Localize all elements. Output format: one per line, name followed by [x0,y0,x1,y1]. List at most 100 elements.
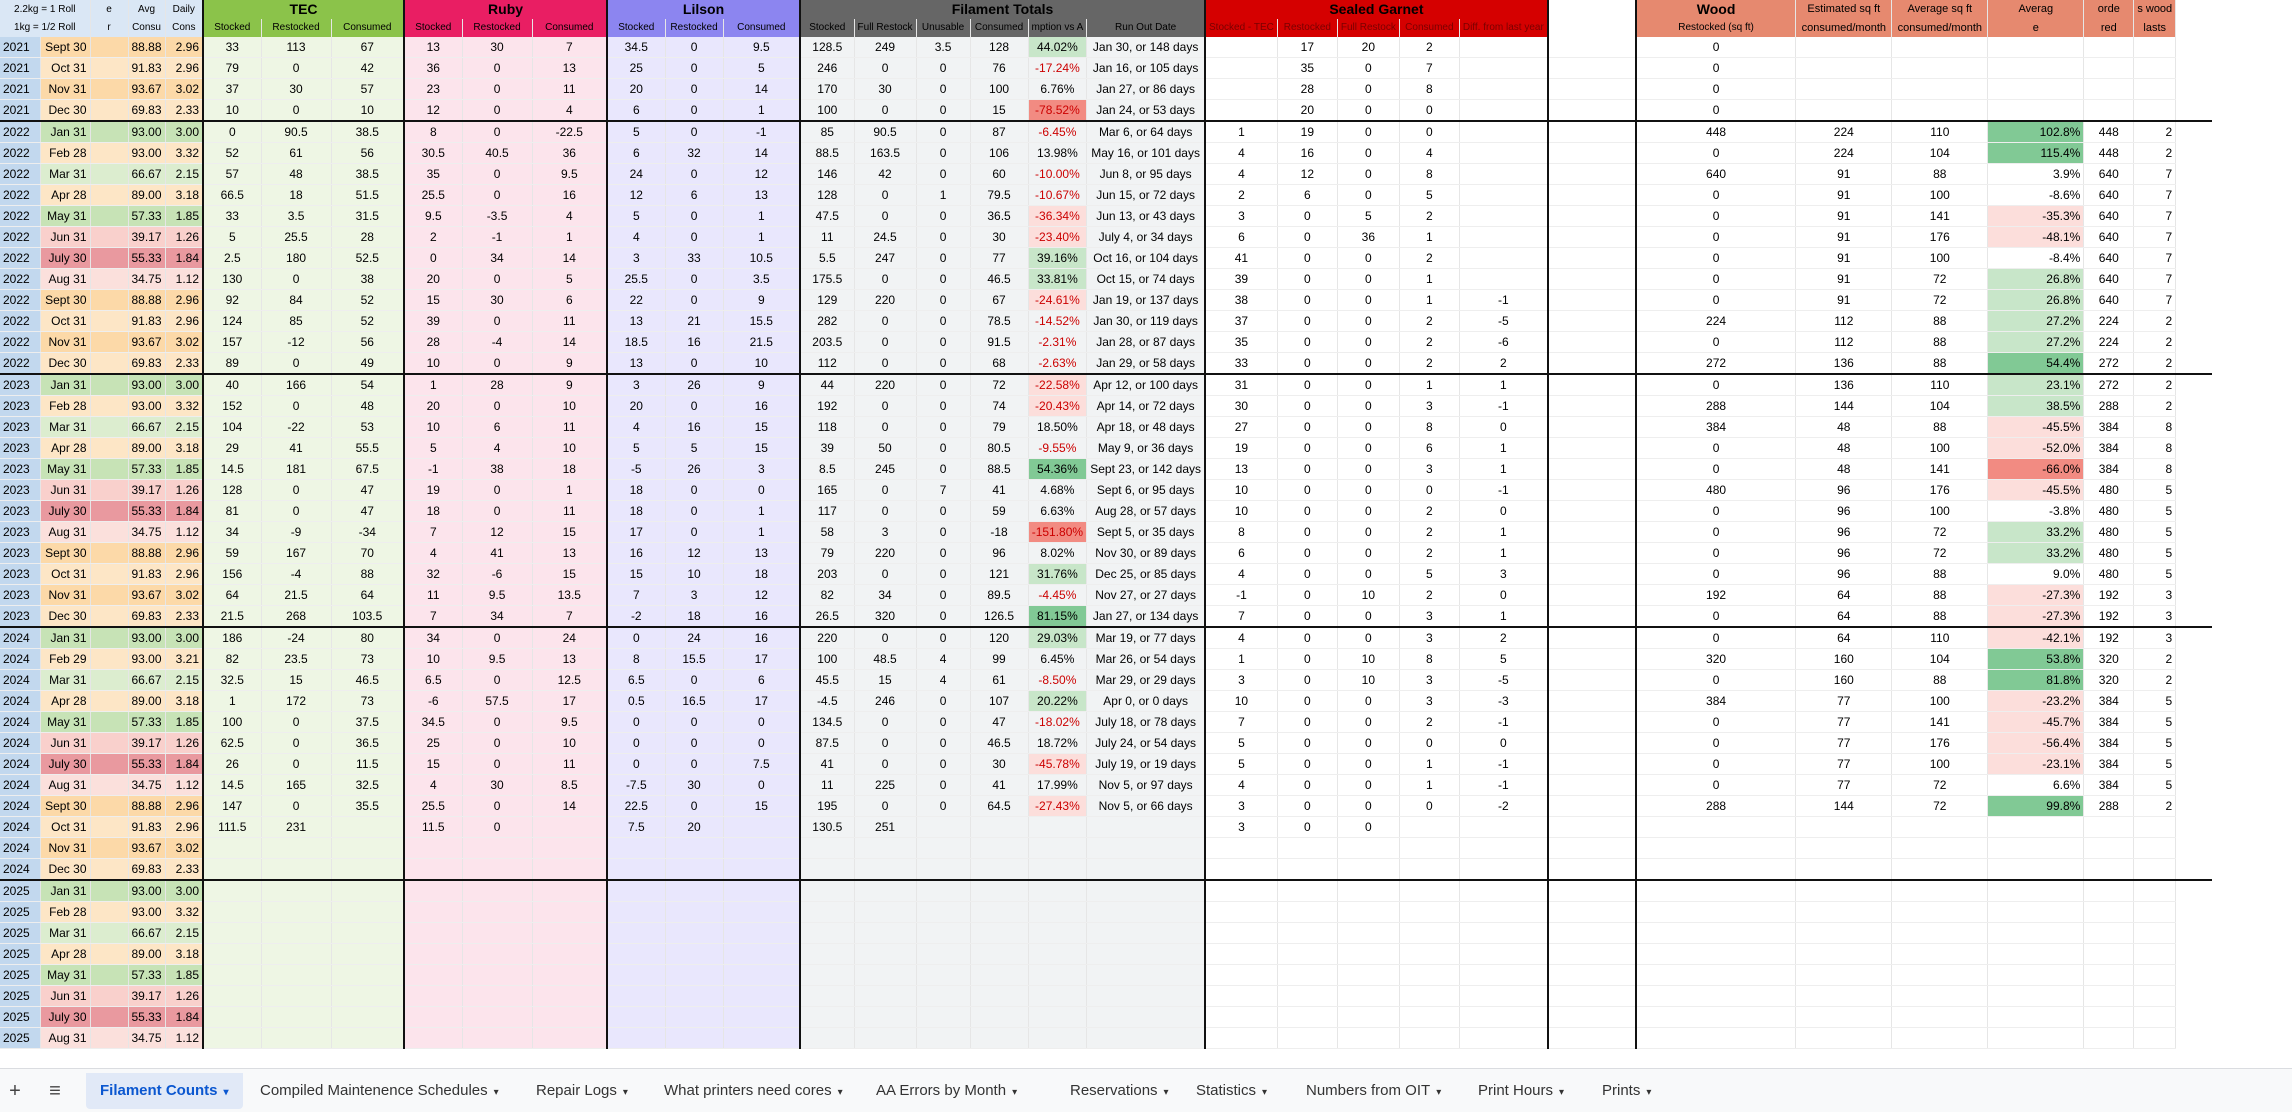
ordered-cell[interactable]: 272 [2083,352,2135,375]
garnet-restocked-cell[interactable]: 28 [1277,78,1338,100]
lilson-cell[interactable]: 16 [606,542,666,564]
est-sqft-cell[interactable] [1795,985,1893,1007]
garnet-restocked-cell[interactable]: 19 [1277,121,1338,143]
lilson-cell[interactable]: -7.5 [606,774,666,796]
e-cell[interactable] [90,521,129,543]
est-sqft-cell[interactable]: 160 [1795,648,1893,670]
ruby-cell[interactable]: 10 [532,395,608,417]
tec-cell[interactable] [331,943,405,965]
est-sqft-cell[interactable] [1795,922,1893,944]
garnet-full-restock-cell[interactable]: 0 [1337,711,1400,733]
garnet-stocked-cell[interactable]: 4 [1203,142,1278,164]
tec-cell[interactable]: 66.5 [202,184,262,206]
filament-total-cell[interactable]: 79 [970,416,1029,438]
tec-cell[interactable]: 0 [261,711,332,733]
lilson-cell[interactable] [723,837,801,859]
run-out-date-cell[interactable]: Nov 5, or 97 days [1086,774,1206,796]
tec-cell[interactable]: 52 [331,310,405,332]
filament-total-cell[interactable]: 4 [916,669,971,691]
wood-restocked-cell[interactable]: 480 [1634,479,1797,501]
filament-total-cell[interactable]: 60 [970,163,1029,185]
est-sqft-cell[interactable]: 224 [1795,121,1893,143]
lilson-cell[interactable]: 18 [665,605,724,628]
ruby-cell[interactable]: -3.5 [462,205,533,227]
filament-total-cell[interactable] [970,816,1029,838]
tec-cell[interactable]: 89 [202,352,262,375]
tec-cell[interactable]: 31.5 [331,205,405,227]
est-sqft-cell[interactable]: 96 [1795,479,1893,501]
daily-consumed-cell[interactable]: 3.00 [165,121,204,143]
lilson-cell[interactable]: 0 [606,732,666,754]
run-out-date-cell[interactable] [1086,880,1206,902]
tec-cell[interactable]: 180 [261,247,332,269]
tec-cell[interactable]: 167 [261,542,332,564]
lilson-cell[interactable] [606,880,666,902]
year-cell[interactable]: 2022 [0,142,41,164]
garnet-diff-cell[interactable] [1459,964,1549,986]
garnet-consumed-cell[interactable] [1399,880,1460,902]
garnet-full-restock-cell[interactable]: 10 [1337,669,1400,691]
avg-consumed-cell[interactable]: 93.00 [128,901,166,923]
garnet-restocked-cell[interactable]: 0 [1277,774,1338,796]
wood-restocked-cell[interactable]: 0 [1634,563,1797,585]
header-lilson-stocked[interactable]: Stocked [606,19,666,37]
wood-lasts-cell[interactable] [2133,943,2177,965]
e-cell[interactable] [90,753,129,775]
garnet-restocked-cell[interactable] [1277,922,1338,944]
garnet-full-restock-cell[interactable] [1337,1027,1400,1049]
garnet-stocked-cell[interactable]: 10 [1203,479,1278,501]
month-cell[interactable]: Dec 30 [40,352,91,375]
run-out-date-cell[interactable]: Jan 27, or 86 days [1086,78,1206,100]
gap-cell[interactable] [1546,584,1637,606]
avg-consumed-cell[interactable]: 39.17 [128,985,166,1007]
consumption-vs-avg-cell[interactable] [1028,985,1088,1007]
average-pct-cell[interactable] [1987,858,2085,881]
avg-sqft-cell[interactable]: 176 [1891,732,1989,754]
garnet-diff-cell[interactable]: 2 [1459,627,1549,649]
garnet-consumed-cell[interactable]: 0 [1399,732,1460,754]
month-cell[interactable]: Apr 28 [40,943,91,965]
lilson-cell[interactable]: 5 [606,437,666,459]
ordered-cell[interactable]: 224 [2083,310,2135,332]
gap-cell[interactable] [1546,880,1637,902]
ruby-cell[interactable]: 12 [403,99,463,122]
tec-cell[interactable]: 0 [261,352,332,375]
daily-consumed-cell[interactable]: 2.15 [165,416,204,438]
garnet-restocked-cell[interactable]: 0 [1277,753,1338,775]
wood-restocked-cell[interactable]: 0 [1634,605,1797,628]
average-pct-cell[interactable] [1987,57,2085,79]
tec-cell[interactable] [261,901,332,923]
wood-restocked-cell[interactable]: 224 [1634,310,1797,332]
average-pct-cell[interactable]: -45.7% [1987,711,2085,733]
daily-consumed-cell[interactable]: 1.12 [165,1027,204,1049]
ruby-cell[interactable]: 9.5 [532,711,608,733]
run-out-date-cell[interactable]: Sept 5, or 35 days [1086,521,1206,543]
filament-total-cell[interactable] [970,837,1029,859]
wood-lasts-cell[interactable] [2133,99,2177,122]
filament-total-cell[interactable]: 128 [970,37,1029,58]
header-fil-3[interactable]: Consumed [970,19,1029,37]
ruby-cell[interactable]: 13 [403,37,463,58]
header-lilson-restocked[interactable]: Restocked [665,19,724,37]
run-out-date-cell[interactable]: Nov 30, or 89 days [1086,542,1206,564]
ruby-cell[interactable]: 13 [532,542,608,564]
tec-cell[interactable]: 73 [331,648,405,670]
avg-consumed-cell[interactable]: 91.83 [128,310,166,332]
garnet-consumed-cell[interactable]: 0 [1399,795,1460,817]
tec-cell[interactable]: 51.5 [331,184,405,206]
filament-total-cell[interactable]: 246 [799,57,855,79]
header-ruby-stocked[interactable]: Stocked [403,19,463,37]
lilson-cell[interactable]: 15 [723,416,801,438]
wood-restocked-cell[interactable]: 0 [1634,732,1797,754]
ruby-cell[interactable]: 0 [462,732,533,754]
year-cell[interactable]: 2023 [0,437,41,459]
ruby-cell[interactable]: 0 [462,795,533,817]
average-pct-cell[interactable]: 3.9% [1987,163,2085,185]
avg-consumed-cell[interactable]: 88.88 [128,795,166,817]
add-sheet-button[interactable]: + [2,1079,28,1103]
garnet-diff-cell[interactable]: 1 [1459,437,1549,459]
garnet-diff-cell[interactable]: 0 [1459,500,1549,522]
avg-sqft-cell[interactable]: 88 [1891,416,1989,438]
lilson-cell[interactable] [665,922,724,944]
garnet-stocked-cell[interactable]: 38 [1203,289,1278,311]
